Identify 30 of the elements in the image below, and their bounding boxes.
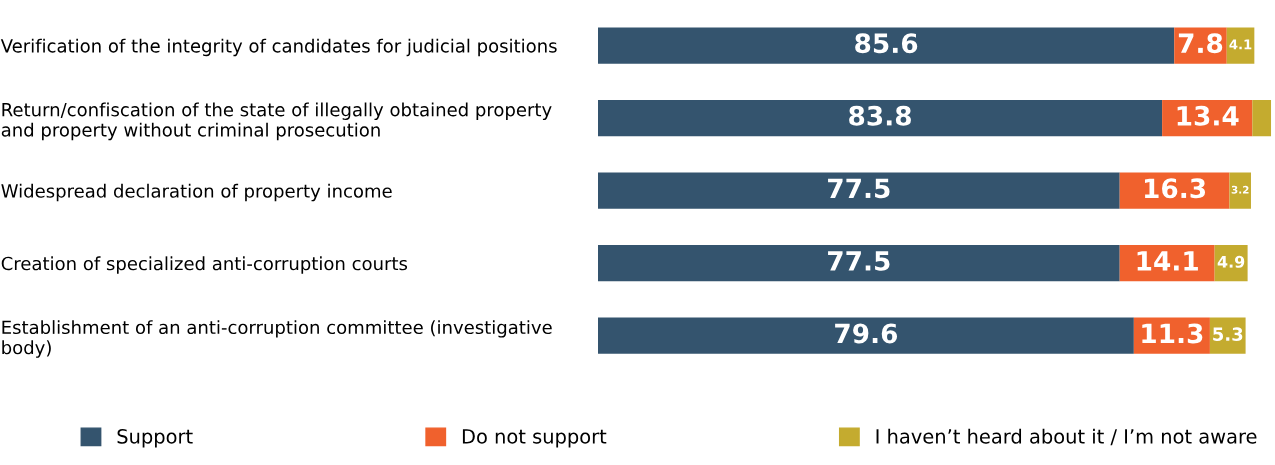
bar — [597, 27, 1175, 64]
bar — [1226, 27, 1255, 64]
bar — [597, 99, 1163, 137]
data-label: 77.5 — [828, 178, 890, 199]
data-label: 83.8 — [849, 105, 911, 126]
bar — [1229, 172, 1251, 209]
data-label: 5.3 — [1213, 327, 1243, 341]
data-label: 16.3 — [1144, 178, 1206, 199]
data-label: 4.9 — [1217, 255, 1245, 268]
y-tick-label: Return/confiscation of the state of illegally obtained property and property without criminal prosecution — [1, 102, 552, 141]
data-label: 77.5 — [828, 251, 890, 271]
data-label: 4.1 — [1229, 39, 1252, 50]
y-tick-label: Widespread declaration of property income — [1, 183, 392, 202]
data-label: 11.3 — [1142, 323, 1203, 344]
data-label: 7.8 — [1178, 33, 1223, 54]
data-label: 85.6 — [855, 33, 918, 54]
data-label: 79.6 — [835, 323, 898, 344]
data-label: 14.1 — [1137, 251, 1198, 271]
legend-label: Do not support — [462, 429, 607, 448]
bar — [1252, 99, 1272, 137]
bar — [597, 245, 1120, 282]
legend-label: I haven’t heard about it / I’m not aware — [876, 428, 1257, 446]
bar — [597, 317, 1134, 354]
y-tick-label: Establishment of an anti-corruption committee (investigative body) — [2, 320, 552, 358]
y-tick-label: Creation of specialized anti-corruption courts — [1, 256, 408, 274]
data-label: 13.4 — [1177, 105, 1239, 126]
data-label: 3.2 — [1231, 185, 1249, 194]
legend-label: Support — [117, 429, 193, 448]
bar — [597, 172, 1120, 209]
y-tick-label: Verification of the integrity of candidates for judicial positions — [0, 38, 557, 57]
